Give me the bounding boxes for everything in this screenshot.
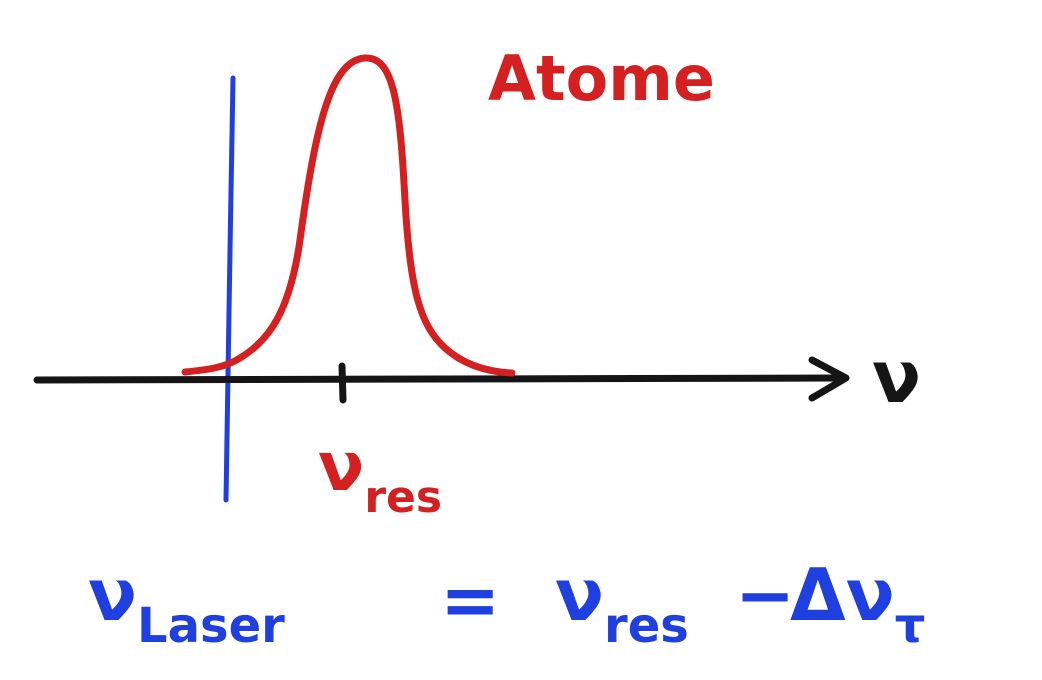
diagram: Atome ν νres νLaser = νres − Δντ xyxy=(0,0,1042,680)
axis-label: ν xyxy=(872,335,921,419)
subscript: res xyxy=(604,598,689,654)
curve-label: Atome xyxy=(488,42,715,115)
subscript: res xyxy=(364,472,442,523)
symbol: ν xyxy=(846,553,895,637)
subscript: Laser xyxy=(137,598,285,654)
resonance-tick xyxy=(342,366,343,400)
page: {"curve_label": "Atome", "axis_label": "… xyxy=(0,0,1042,680)
symbol: ν xyxy=(88,553,137,637)
symbol: ν xyxy=(555,553,604,637)
frequency-axis xyxy=(37,378,840,380)
minus: − xyxy=(735,553,795,637)
symbol: ν xyxy=(318,428,364,507)
equation: νLaser = νres − Δντ xyxy=(88,553,925,659)
subscript: τ xyxy=(895,598,926,654)
resonance-label: νres xyxy=(318,428,442,523)
operator: = xyxy=(440,558,500,642)
delta: Δ xyxy=(790,553,846,637)
vertical-axis xyxy=(226,78,233,500)
